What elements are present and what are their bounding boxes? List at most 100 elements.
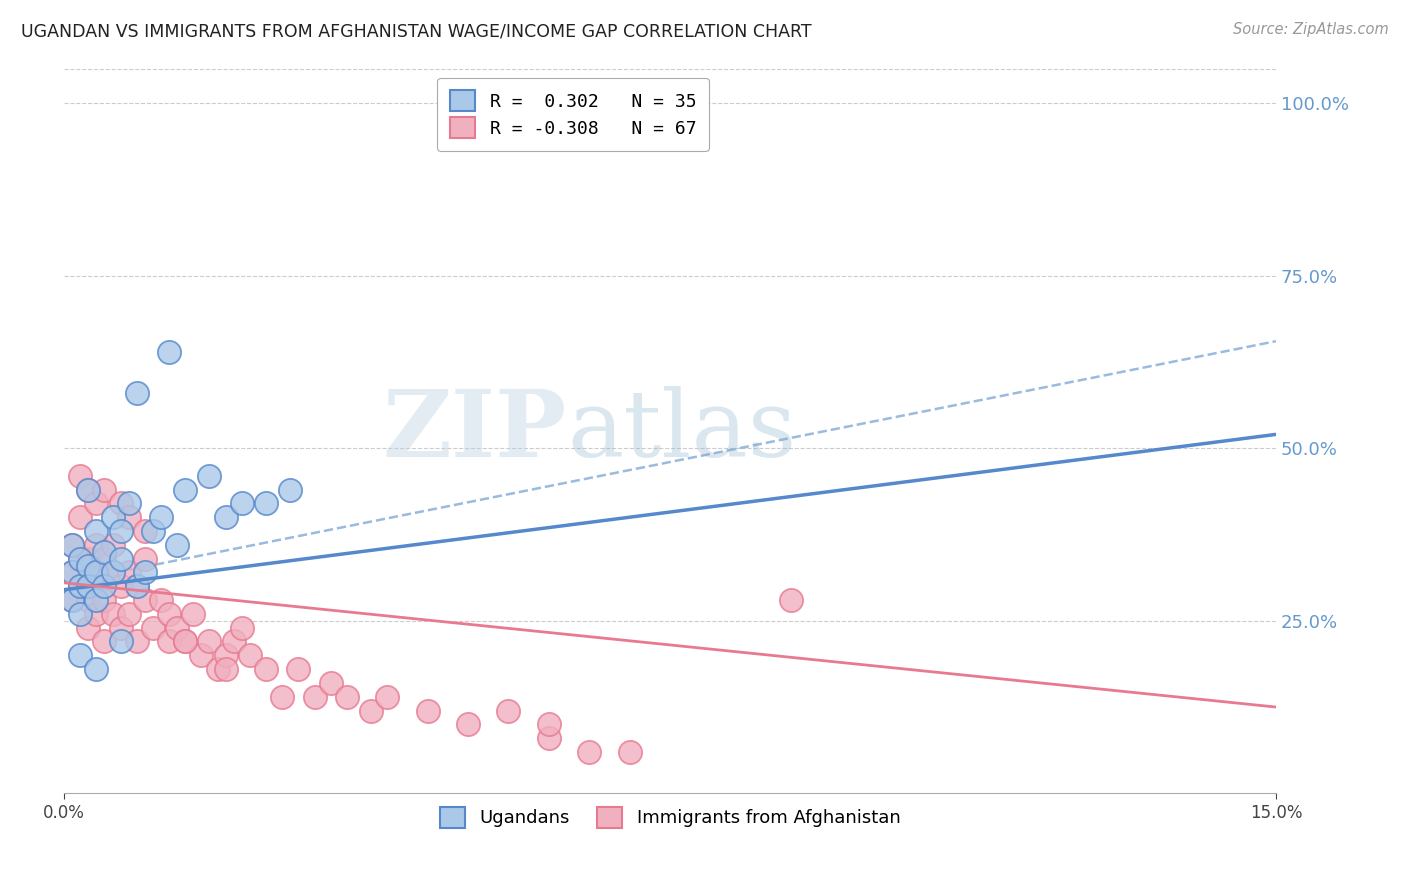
Point [537,717,560,731]
Point [60,538,83,552]
Point [134,551,156,566]
Point [174,483,197,497]
Point [134,524,156,538]
Point [287,662,309,676]
Point [60,538,83,552]
Point [118,510,141,524]
Point [77,558,100,573]
Point [134,566,156,580]
Point [69,510,91,524]
Point [110,634,132,648]
Point [457,717,479,731]
Point [254,496,277,510]
Point [86,538,108,552]
Point [222,634,245,648]
Point [619,745,641,759]
Point [86,496,108,510]
Point [93,545,115,559]
Point [198,468,221,483]
Point [157,344,180,359]
Point [69,551,91,566]
Point [77,579,100,593]
Point [174,634,197,648]
Point [86,662,108,676]
Point [110,551,132,566]
Point [69,579,91,593]
Point [537,731,560,745]
Point [207,662,229,676]
Point [780,593,803,607]
Point [416,704,439,718]
Point [118,566,141,580]
Point [150,593,173,607]
Point [125,386,148,401]
Point [101,566,124,580]
Point [93,551,115,566]
Point [125,579,148,593]
Point [101,510,124,524]
Point [101,538,124,552]
Point [69,551,91,566]
Point [166,621,188,635]
Point [60,593,83,607]
Point [69,607,91,621]
Point [69,648,91,663]
Point [214,662,236,676]
Point [93,634,115,648]
Point [101,566,124,580]
Point [304,690,326,704]
Point [77,483,100,497]
Point [93,483,115,497]
Point [157,634,180,648]
Point [239,648,262,663]
Point [77,579,100,593]
Point [77,551,100,566]
Point [360,704,382,718]
Point [93,579,115,593]
Point [214,648,236,663]
Point [142,524,165,538]
Text: UGANDAN VS IMMIGRANTS FROM AFGHANISTAN WAGE/INCOME GAP CORRELATION CHART: UGANDAN VS IMMIGRANTS FROM AFGHANISTAN W… [21,22,811,40]
Point [118,607,141,621]
Point [578,745,600,759]
Point [278,483,301,497]
Point [110,579,132,593]
Point [142,621,165,635]
Point [118,496,141,510]
Point [231,621,253,635]
Point [319,676,342,690]
Point [69,468,91,483]
Point [198,634,221,648]
Point [166,538,188,552]
Point [60,566,83,580]
Point [86,593,108,607]
Point [157,607,180,621]
Point [271,690,294,704]
Point [150,510,173,524]
Point [110,524,132,538]
Point [60,593,83,607]
Point [254,662,277,676]
Point [69,579,91,593]
Point [101,607,124,621]
Text: Source: ZipAtlas.com: Source: ZipAtlas.com [1233,22,1389,37]
Point [231,496,253,510]
Point [60,566,83,580]
Point [214,510,236,524]
Point [86,607,108,621]
Point [134,593,156,607]
Point [125,579,148,593]
Text: atlas: atlas [567,386,796,476]
Point [498,704,520,718]
Point [110,496,132,510]
Point [190,648,212,663]
Point [77,483,100,497]
Point [336,690,359,704]
Point [86,524,108,538]
Text: ZIP: ZIP [382,386,567,476]
Point [375,690,398,704]
Point [125,634,148,648]
Point [77,621,100,635]
Point [110,621,132,635]
Point [174,634,197,648]
